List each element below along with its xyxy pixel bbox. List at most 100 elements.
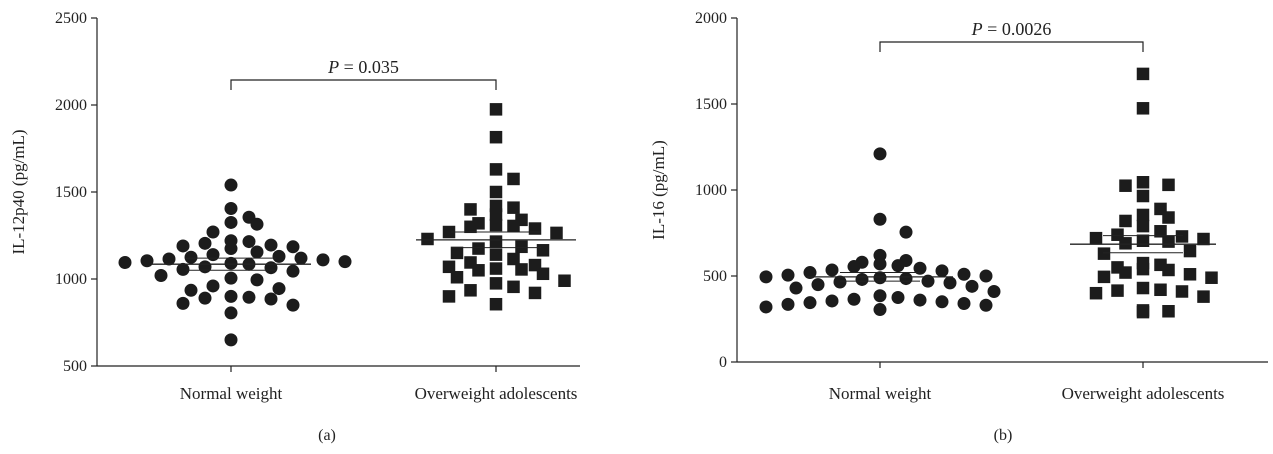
data-point-circle: [224, 202, 238, 216]
data-point-circle: [224, 271, 238, 285]
data-point-circle: [789, 281, 803, 295]
data-point-circle: [979, 269, 993, 283]
data-point-circle: [264, 238, 278, 252]
data-point-circle: [154, 269, 168, 283]
data-point-circle: [921, 274, 935, 288]
data-point-square: [1136, 176, 1150, 189]
data-point-circle: [272, 282, 286, 296]
data-point-circle: [224, 256, 238, 270]
data-point-circle: [242, 235, 256, 249]
panel-label: (a): [318, 427, 336, 444]
data-point-circle: [264, 261, 278, 275]
p-symbol: P: [971, 19, 983, 39]
data-point-square: [1197, 232, 1210, 246]
data-point-circle: [224, 242, 238, 256]
y-tick-label: 1500: [695, 96, 727, 113]
y-tick-label: 1000: [695, 182, 727, 199]
data-point-square: [472, 264, 485, 277]
data-point-circle: [987, 284, 1001, 298]
data-point-circle: [943, 276, 957, 290]
y-tick-label: 500: [63, 358, 87, 375]
data-point-square: [1136, 208, 1150, 222]
data-point-circle: [198, 260, 212, 274]
data-point-circle: [224, 333, 238, 347]
data-point-circle: [184, 250, 198, 264]
chart-panel-2: 0 500 1000 1500 2000 Normal weight Overweight …: [649, 10, 1268, 444]
data-point-circle: [847, 260, 861, 274]
data-point-square: [1136, 67, 1150, 81]
data-point-circle: [224, 215, 238, 229]
data-point-square: [1162, 263, 1175, 277]
data-point-circle: [250, 245, 264, 259]
data-point-square: [507, 219, 520, 233]
data-point-circle: [140, 254, 154, 268]
data-point-square: [1089, 286, 1103, 300]
data-point-square: [472, 242, 485, 255]
y-tick-label: 0: [719, 354, 727, 371]
data-point-square: [1119, 179, 1132, 192]
data-point-square: [421, 232, 434, 246]
data-point-circle: [913, 261, 927, 275]
data-point-circle: [979, 298, 993, 312]
data-point-square: [1175, 230, 1189, 243]
y-tick-label: 2000: [55, 97, 87, 114]
y-tick-label: 2000: [695, 10, 727, 27]
data-point-circle: [825, 294, 839, 308]
data-point-circle: [759, 300, 773, 314]
data-point-circle: [873, 147, 887, 161]
data-point-square: [489, 248, 503, 261]
data-point-square: [1175, 285, 1189, 298]
data-point-circle: [224, 178, 238, 192]
data-point-square: [1162, 211, 1175, 224]
data-point-square: [1136, 102, 1150, 115]
p-value: = 0.035: [339, 57, 399, 77]
data-point-square: [1119, 214, 1132, 228]
data-point-circle: [198, 291, 212, 305]
data-point-square: [515, 263, 528, 276]
data-point-circle: [935, 264, 949, 278]
data-point-circle: [224, 306, 238, 320]
data-point-square: [507, 172, 520, 186]
y-axis-title: IL-12p40 (pg/mL): [9, 129, 28, 254]
data-point-circle: [250, 273, 264, 287]
data-point-square: [450, 246, 464, 260]
data-point-circle: [198, 236, 212, 250]
data-point-circle: [855, 272, 869, 286]
data-point-circle: [316, 253, 330, 267]
p-value-annotation: P = 0.0026: [971, 19, 1052, 39]
data-point-circle: [242, 290, 256, 304]
p-symbol: P: [327, 57, 339, 77]
data-point-square: [489, 218, 503, 232]
x-category-label: Normal weight: [180, 384, 283, 403]
data-point-square: [1162, 235, 1175, 248]
data-point-circle: [891, 291, 905, 304]
data-point-circle: [272, 249, 286, 263]
data-point-square: [1154, 225, 1167, 238]
data-point-square: [489, 163, 503, 176]
x-category-label: Normal weight: [829, 384, 932, 403]
data-point-square: [528, 222, 542, 235]
data-point-square: [1183, 268, 1197, 281]
x-category-label: Overweight adolescents: [415, 384, 578, 403]
data-point-square: [1119, 266, 1132, 279]
data-point-circle: [286, 264, 300, 278]
data-point-square: [1136, 262, 1150, 276]
data-point-square: [489, 297, 503, 311]
significance-bracket: [879, 41, 1144, 52]
data-point-square: [450, 271, 464, 284]
data-point-circle: [118, 255, 132, 269]
y-tick-label: 500: [703, 268, 727, 285]
data-point-circle: [781, 268, 795, 282]
data-point-square: [1089, 231, 1103, 245]
data-point-circle: [294, 251, 308, 265]
data-point-square: [489, 130, 503, 144]
data-point-circle: [957, 267, 971, 281]
data-point-circle: [206, 225, 220, 239]
data-point-square: [1136, 234, 1150, 247]
data-point-circle: [803, 296, 817, 310]
data-point-square: [558, 274, 571, 287]
data-point-circle: [873, 257, 887, 271]
data-point-circle: [184, 283, 198, 297]
data-point-square: [1136, 189, 1150, 203]
data-point-circle: [224, 289, 238, 303]
